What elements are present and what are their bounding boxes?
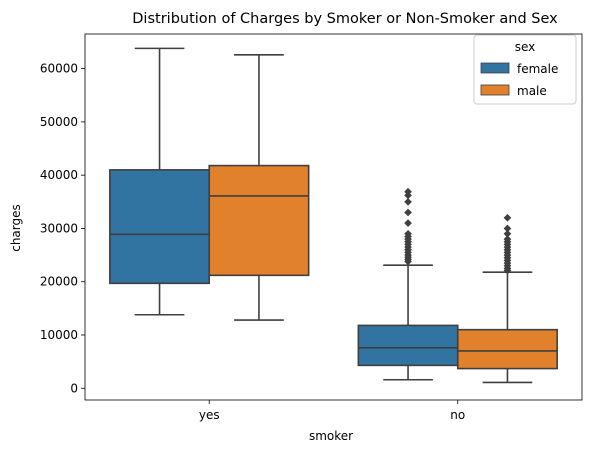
x-axis-label: smoker [309,429,353,443]
y-axis-label: charges [9,204,23,252]
y-tick-label: 50000 [40,115,78,129]
outlier-point [404,197,412,206]
legend-swatch-female [480,62,510,74]
outlier-point [503,229,512,238]
outlier-point [503,213,512,222]
plot-area: 0 10000 20000 30000 40000 50000 60000 yes no [40,33,583,422]
box-female-yes [109,169,211,285]
axes-frame [84,33,583,401]
y-tick-label: 10000 [40,328,78,342]
box-male-no [456,328,558,370]
outlier-point [404,208,412,217]
outlier-point [404,187,412,196]
x-tick-label: yes [199,408,220,422]
legend-label-female: female [517,62,558,76]
box-male-yes [208,164,310,277]
legend-label-male: male [517,84,547,98]
legend-swatch-male [480,84,510,96]
legend-title: sex [515,40,536,54]
box-female-no [357,324,459,367]
y-tick-label: 30000 [40,221,78,235]
x-tick-label: no [450,408,465,422]
y-tick-label: 0 [70,381,78,395]
y-tick-label: 40000 [40,168,78,182]
outlier-point [503,235,512,243]
y-tick-label: 60000 [40,62,78,76]
chart-title: Distribution of Charges by Smoker or Non… [132,11,558,27]
y-tick-label: 20000 [40,275,78,289]
legend: sex female male [473,34,577,105]
outlier-point [404,229,412,238]
outlier-point [503,224,512,233]
outlier-point [404,219,412,227]
